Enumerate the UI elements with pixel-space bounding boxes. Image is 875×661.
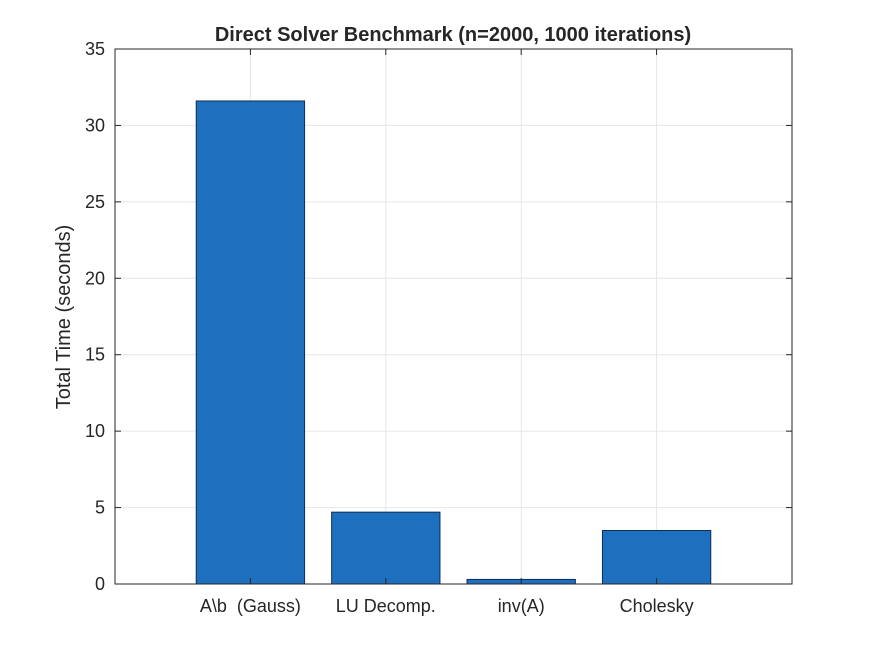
y-tick-label: 25 [85,192,105,212]
y-tick-label: 20 [85,268,105,288]
axes-box [114,48,793,585]
x-tick-label: LU Decomp. [336,596,436,616]
y-tick-label: 5 [95,498,105,518]
x-tick-label: inv(A) [498,596,545,616]
bar [195,100,306,585]
ticks: 0 5 10 15 20 25 30 35 A\b (Gauss) LU Decomp. inv(A… [85,39,792,616]
bar [601,530,712,585]
x-tick-label: A\b (Gauss) [200,596,301,616]
chart-title: Direct Solver Benchmark (n=2000, 1000 it… [215,24,691,46]
y-tick-label: 30 [85,115,105,135]
y-tick-label: 15 [85,345,105,365]
bar [331,511,441,585]
bars [195,100,712,585]
y-tick-label: 10 [85,421,105,441]
x-tick-label: Cholesky [620,596,694,616]
y-tick-label: 35 [85,39,105,59]
y-axis-label: Total Time (seconds) [53,225,75,410]
y-tick-label: 0 [95,574,105,594]
